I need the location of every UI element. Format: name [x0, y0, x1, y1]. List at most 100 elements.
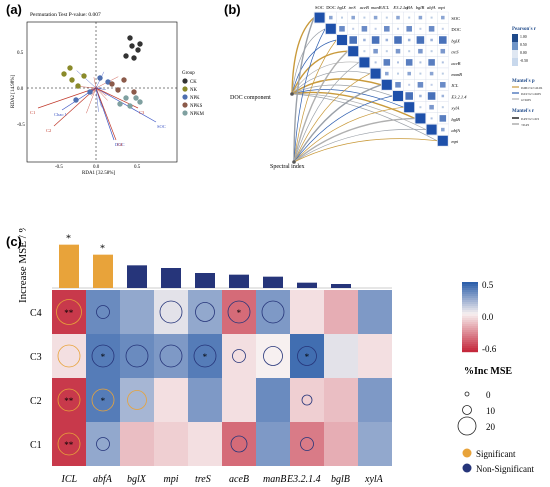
- matrix-square: [385, 16, 388, 19]
- rda-minor-vector: [95, 87, 106, 90]
- matrix-square: [416, 36, 425, 44]
- matrix-square: [418, 15, 423, 20]
- colorbar-segment: [462, 340, 478, 343]
- rda-sample-point: [87, 89, 93, 95]
- heatmap-cell: [256, 422, 290, 466]
- matrix-square: [419, 27, 422, 30]
- legend-label: NK: [190, 88, 197, 93]
- mantel-link: [293, 17, 315, 163]
- rda-ytick: -0.5: [17, 123, 25, 128]
- matrix-square: [429, 104, 434, 110]
- bar-significance-star: *: [66, 234, 71, 245]
- matrix-square: [395, 48, 401, 54]
- colorbar-segment: [462, 282, 478, 285]
- matrix-square: [395, 82, 401, 88]
- heatmap-cell: [358, 422, 392, 466]
- matrix-row-label: manB: [451, 72, 462, 77]
- size-legend-circle: [462, 405, 472, 415]
- incmse-circle: [230, 435, 248, 453]
- matrix-col-label: mpi: [438, 5, 445, 10]
- heatmap-cell: [188, 422, 222, 466]
- matrix-square: [361, 26, 368, 32]
- nonsignificant-swatch: [462, 463, 472, 473]
- matrix-row-label: SOC: [451, 16, 460, 21]
- rda-minor-vector: [86, 87, 97, 114]
- mantel-link: [293, 128, 427, 163]
- incmse-circle: [159, 300, 183, 324]
- rda-vector-label: C1: [30, 110, 35, 115]
- heatmap-col-label: abfA: [93, 474, 113, 485]
- panel-c: (c) Increase MSE / % * * C4 ** * C3 * * * C2 ** * C…: [0, 228, 550, 487]
- colorbar-segment: [462, 332, 478, 335]
- matrix-square: [419, 72, 422, 75]
- rda-vector-label: DOC: [115, 142, 125, 147]
- matrix-col-label: bglX: [337, 5, 346, 10]
- colorbar-segment: [462, 296, 478, 299]
- heatmap-cell: [358, 290, 392, 334]
- legend-label: CK: [190, 80, 197, 85]
- matrix-square: [440, 82, 446, 88]
- heatmap-cell: [120, 290, 154, 334]
- heatmap-row-label: C1: [30, 440, 42, 451]
- mantel-p-label: x>0.05: [521, 98, 531, 102]
- significant-swatch: [462, 448, 472, 458]
- matrix-square: [370, 68, 381, 79]
- colorbar-segment: [462, 294, 478, 297]
- heatmap-cell: [120, 422, 154, 466]
- rda-sample-point: [67, 65, 73, 71]
- incmse-circle: [127, 390, 147, 410]
- mantel-p-label: 0.01<x<=0.05: [521, 92, 541, 96]
- incmse-bar: [93, 254, 113, 288]
- colorbar-segment: [462, 284, 478, 287]
- heatmap-cell: [290, 334, 324, 378]
- cell-significance-star: **: [64, 308, 74, 318]
- matrix-square: [408, 16, 411, 19]
- matrix-row-label: bglX: [451, 38, 460, 43]
- colorbar-segment: [462, 298, 478, 301]
- significant-label: Significant: [476, 449, 516, 459]
- incmse-bar: [229, 274, 249, 288]
- rda-sample-point: [75, 83, 81, 89]
- incmse-bar: [127, 265, 147, 288]
- nonsignificant-label: Non-Significant: [476, 464, 534, 474]
- mantel-link: [291, 91, 416, 120]
- size-legend-circle: [464, 391, 470, 397]
- heatmap-cell: [256, 334, 290, 378]
- mantel-p-label: 0.001<x<=0.01: [521, 86, 543, 90]
- matrix-square: [407, 38, 411, 42]
- colorbar-segment: [462, 328, 478, 331]
- rda-sample-point: [123, 95, 129, 101]
- matrix-square: [419, 94, 422, 98]
- matrix-square: [430, 117, 433, 120]
- matrix-square: [440, 48, 446, 54]
- rda-minor-vector: [95, 87, 99, 112]
- matrix-row-label: DOC: [451, 27, 461, 32]
- matrix-square: [396, 15, 400, 20]
- matrix-square: [405, 59, 413, 66]
- colorbar-segment: [462, 344, 478, 347]
- matrix-square: [441, 127, 445, 132]
- heatmap-cell: [222, 334, 256, 378]
- heatmap-row-label: C2: [30, 396, 42, 407]
- heatmap-cell: [52, 290, 86, 334]
- rda-vector-label: SOC: [157, 124, 166, 129]
- cell-significance-star: *: [237, 308, 242, 318]
- matrix-square: [348, 46, 359, 57]
- rda-minor-vector: [95, 87, 107, 96]
- mantel-link: [291, 17, 315, 95]
- heatmap-col-label: xylA: [364, 474, 384, 485]
- matrix-col-label: xylA: [404, 5, 413, 10]
- random-forest-heatmap: Increase MSE / % ** C4 ** *C3 * * *C2 ** *C1 **I…: [17, 228, 534, 485]
- size-legend-label: 10: [486, 406, 496, 416]
- mantel-link: [291, 61, 359, 95]
- colorbar-segment: [462, 286, 478, 289]
- heatmap-cell: [358, 334, 392, 378]
- matrix-square: [373, 15, 378, 20]
- rda-sample-point: [121, 77, 127, 83]
- heatmap-cell: [222, 378, 256, 422]
- incmse-bars: **: [52, 234, 392, 289]
- matrix-square: [336, 34, 348, 46]
- colorbar-segment: [462, 314, 478, 317]
- rda-points: [61, 35, 143, 109]
- mantel-anchor: [290, 92, 294, 96]
